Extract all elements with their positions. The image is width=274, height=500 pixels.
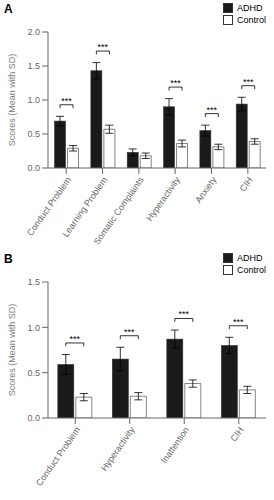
svg-text:Scores (Mean with SD): Scores (Mean with SD): [8, 304, 17, 397]
svg-text:Inattention: Inattention: [159, 425, 191, 465]
svg-text:Conduct Problem: Conduct Problem: [25, 175, 73, 238]
html-text:ADHD: ADHD: [237, 253, 263, 263]
html-text:ADHD: ADHD: [237, 3, 263, 13]
svg-text:***: ***: [233, 317, 244, 327]
svg-text:2.0: 2.0: [27, 27, 40, 37]
svg-text:CIH: CIH: [238, 175, 255, 193]
svg-text:0.5: 0.5: [27, 368, 40, 378]
svg-text:1.5: 1.5: [27, 277, 40, 287]
svg-text:1.0: 1.0: [27, 95, 40, 105]
svg-text:0.0: 0.0: [27, 413, 40, 423]
svg-text:1.5: 1.5: [27, 61, 40, 71]
svg-text:***: ***: [124, 327, 135, 337]
svg-text:1.0: 1.0: [27, 323, 40, 333]
svg-text:***: ***: [243, 77, 254, 87]
svg-text:***: ***: [70, 334, 81, 344]
html-text:Control: Control: [237, 15, 266, 25]
html-text:Control: Control: [237, 265, 266, 275]
svg-text:***: ***: [207, 105, 218, 115]
svg-text:***: ***: [170, 78, 181, 88]
svg-text:Conduct Problem: Conduct Problem: [34, 425, 82, 488]
svg-text:Learning Problem: Learning Problem: [60, 175, 110, 239]
svg-text:***: ***: [61, 96, 72, 106]
svg-text:0.5: 0.5: [27, 129, 40, 139]
html-text:B: B: [4, 252, 13, 266]
svg-text:Scores (Mean with SD): Scores (Mean with SD): [8, 54, 17, 147]
html-text:A: A: [4, 2, 13, 16]
svg-text:***: ***: [179, 309, 190, 319]
svg-text:0.0: 0.0: [27, 163, 40, 173]
svg-text:CIH: CIH: [229, 425, 246, 443]
svg-text:Hyperactivity: Hyperactivity: [99, 425, 137, 473]
svg-text:Anxiety: Anxiety: [193, 175, 218, 205]
svg-text:Somatic Complaints: Somatic Complaints: [92, 175, 146, 247]
svg-text:Hyperactivity: Hyperactivity: [144, 175, 182, 223]
svg-text:***: ***: [98, 42, 109, 52]
